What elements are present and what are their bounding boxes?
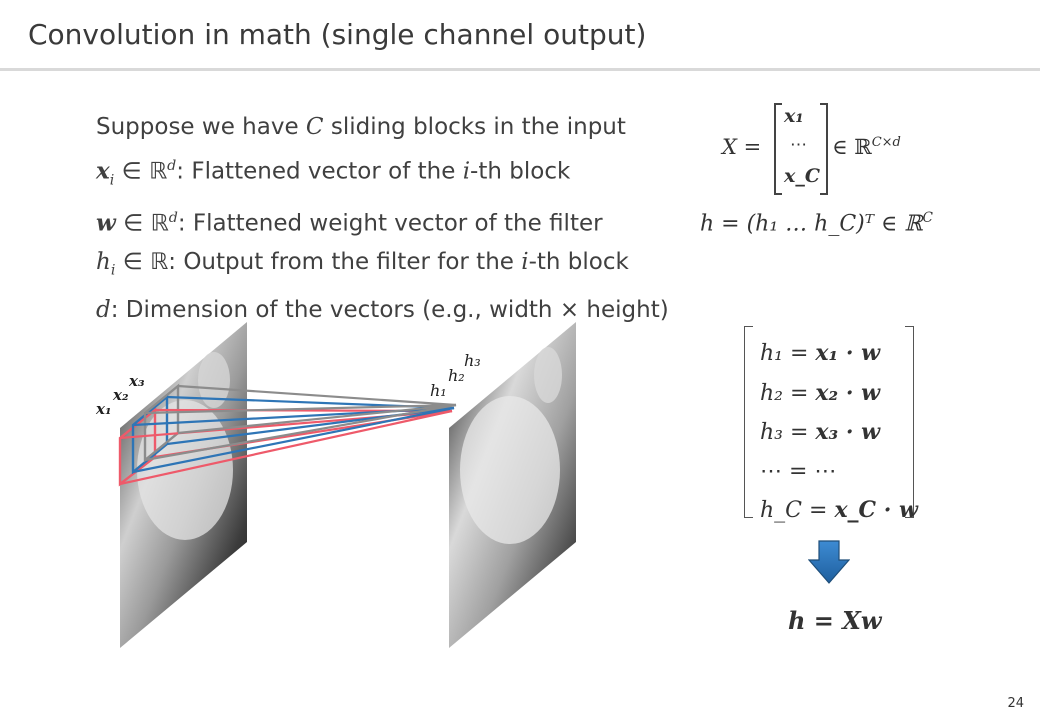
math-set: ∈ ℝ [115,249,169,276]
math-set: ∈ ℝ [115,210,169,237]
definition-text: Suppose we have [96,114,306,140]
filter-block-1 [118,407,157,487]
definition-text: -th block [528,249,629,276]
matrix-lhs: X = [722,135,762,159]
h-vector-dim: C [922,210,933,226]
math-var: C [305,114,324,140]
math-set: ∈ ℝ [114,158,168,185]
equation-row: h₂ = x₂ · w [760,379,881,406]
title-divider [0,68,1040,71]
output-label-h2: h₂ [448,366,465,385]
math-var: h [96,249,111,276]
matrix-set: ∈ ℝ [832,135,872,159]
math-sub: i [109,171,115,188]
math-sub: i [110,263,116,279]
definition-w: w ∈ ℝd: Flattened weight vector of the f… [96,199,669,243]
eq-rhs: x₂ · w [815,379,881,406]
projection-lines [119,384,457,486]
output-image [449,322,576,648]
output-label-h3: h₃ [464,351,481,370]
input-label-x1: x₁ [95,400,112,418]
definition-text: -th block [470,158,571,185]
down-arrow-icon [808,540,850,584]
math-sup: d [168,210,178,227]
matrix-bracket: x₁ ⋯ x_C [774,103,828,195]
eq-lhs: ⋯ [760,458,782,484]
eq-lhs: h₂ [760,380,783,406]
filter-block-2 [131,394,169,475]
math-var: x [96,157,110,185]
eq-lhs: h₁ [760,341,783,366]
math-var: w [96,209,116,237]
eq-rhs: x_C · w [834,497,918,523]
math-var: d [96,296,111,323]
input-image [120,322,247,648]
input-label-x3: x₃ [128,372,145,390]
eq-rhs: x₃ · w [815,419,881,445]
equation-row: h₃ = x₃ · w [760,419,881,445]
output-label-h1: h₁ [430,381,447,400]
definition-text: : Output from the filter for the [168,249,522,276]
input-label-x2: x₂ [112,386,129,404]
definition-text: : Flattened weight vector of the filter [177,210,603,237]
page-number: 24 [1007,696,1024,711]
equation-system: h₁ = x₁ · w h₂ = x₂ · w h₃ = x₃ · w ⋯ = … [744,326,918,523]
eq-rhs: x₁ · w [815,340,881,366]
result-equation: h = Xw [788,606,882,635]
math-var: i [462,158,471,185]
equation-row: h₁ = x₁ · w [760,340,881,366]
eq-lhs: h_C [760,498,803,523]
definition-d: d: Dimension of the vectors (e.g., width… [96,291,669,330]
math-sup: d [167,157,177,174]
definitions-list: Suppose we have C sliding blocks in the … [96,108,669,329]
definition-blocks: Suppose we have C sliding blocks in the … [96,108,669,147]
matrix-row: ⋯ [790,135,807,155]
filter-block-3 [143,383,180,463]
matrix-row: x₁ [784,105,804,127]
eq-rhs: ⋯ [814,458,837,484]
matrix-rhs: ∈ ℝC×d [832,135,901,159]
h-vector-equation: h = (h₁ … h_C)ᵀ ∈ ℝC [700,210,933,236]
definition-text: : Flattened vector of the [176,158,463,185]
math-var: i [521,249,529,276]
definition-x: xi ∈ ℝd: Flattened vector of the i-th bl… [96,147,669,200]
definition-text: : Dimension of the vectors (e.g., width … [110,296,669,323]
equation-row: ⋯ = ⋯ [760,458,837,484]
eq-lhs: h₃ [760,420,783,445]
matrix-row: x_C [784,165,820,187]
definition-h: hi ∈ ℝ: Output from the filter for the i… [96,243,669,290]
slide-title: Convolution in math (single channel outp… [28,18,647,51]
definition-text: sliding blocks in the input [323,114,626,140]
h-vector-text: h = (h₁ … h_C)ᵀ ∈ ℝ [700,211,923,237]
matrix-set-dim: C×d [871,135,901,150]
equation-row: h_C = x_C · w [760,497,918,523]
